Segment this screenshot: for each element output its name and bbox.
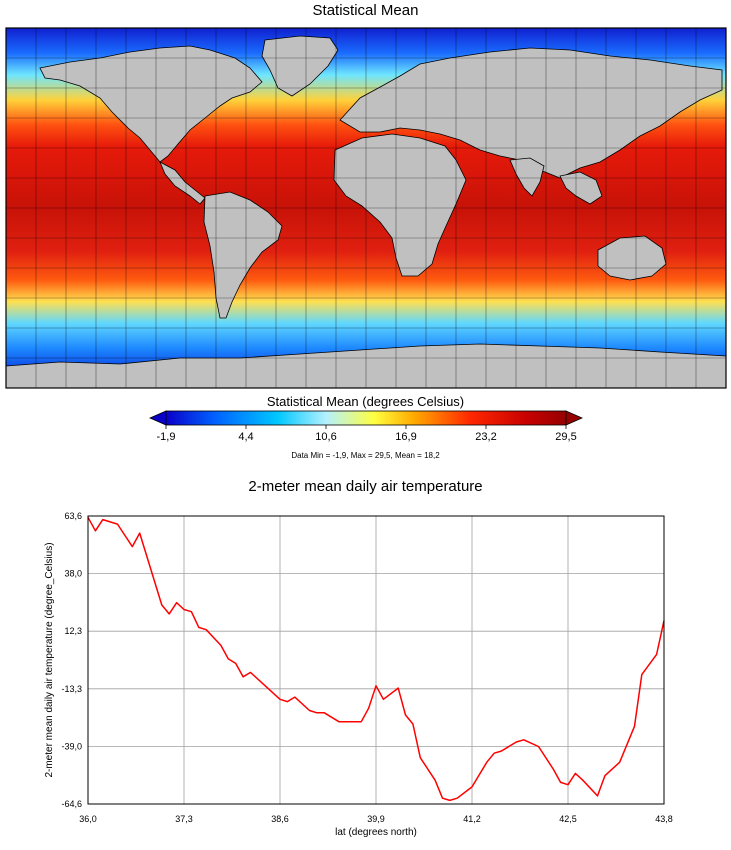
chart-ticks: 36,0 37,3 38,6 39,9 41,2 42,5 43,8 63,6 38,0 12,3… [61,511,672,824]
greenland [261,35,339,97]
australia [597,235,667,281]
map-grid [6,28,726,388]
colorbar: -1,9 4,4 10,6 16,9 23,2 29,5 [149,410,583,443]
central-america [159,161,206,205]
colorbar-tick-label: 29,5 [555,431,576,443]
world-map-plot: -1,9 4,4 10,6 16,9 23,2 29,5 [5,27,727,443]
colorbar-gradient [165,410,567,426]
y-tick-label: 12,3 [64,626,82,636]
x-tick-label: 41,2 [463,814,481,824]
chart-grid [87,515,665,805]
southeast-asia [559,171,603,205]
colorbar-title: Statistical Mean (degrees Celsius) [266,394,465,409]
x-tick-label: 37,3 [175,814,193,824]
y-axis-label: 2-meter mean daily air temperature (degr… [44,542,55,777]
x-tick-label: 38,6 [271,814,289,824]
colorbar-tick-label: 10,6 [315,431,336,443]
india [509,157,545,197]
series-line [87,516,665,802]
y-tick-label: 63,6 [64,511,82,521]
y-tick-label: -13,3 [61,684,82,694]
colorbar-ticks: -1,9 4,4 10,6 16,9 23,2 29,5 [157,425,577,443]
x-tick-label: 42,5 [559,814,577,824]
colorbar-tick-label: 4,4 [238,431,253,443]
y-tick-label: -64,6 [61,799,82,809]
chart-series [87,516,665,802]
map-frame [5,27,727,389]
y-tick-label: 38,0 [64,569,82,579]
plot-frame [87,515,665,805]
x-axis-label: lat (degrees north) [335,827,417,838]
y-tick-label: -39,0 [61,741,82,751]
colorbar-tick-label: -1,9 [157,431,176,443]
colorbar-tick-label: 23,2 [475,431,496,443]
colorbar-tick-label: 16,9 [395,431,416,443]
chart-title: 2-meter mean daily air temperature [248,478,483,495]
africa [333,133,467,277]
eurasia [339,47,723,179]
colorbar-low-arrow [149,410,167,426]
data-stats: Data Min = -1,9, Max = 29,5, Mean = 18,2 [291,451,440,460]
colorbar-high-arrow [565,410,583,426]
x-tick-label: 39,9 [367,814,385,824]
map-title: Statistical Mean [312,2,419,19]
x-tick-label: 43,8 [655,814,673,824]
x-tick-label: 36,0 [79,814,97,824]
